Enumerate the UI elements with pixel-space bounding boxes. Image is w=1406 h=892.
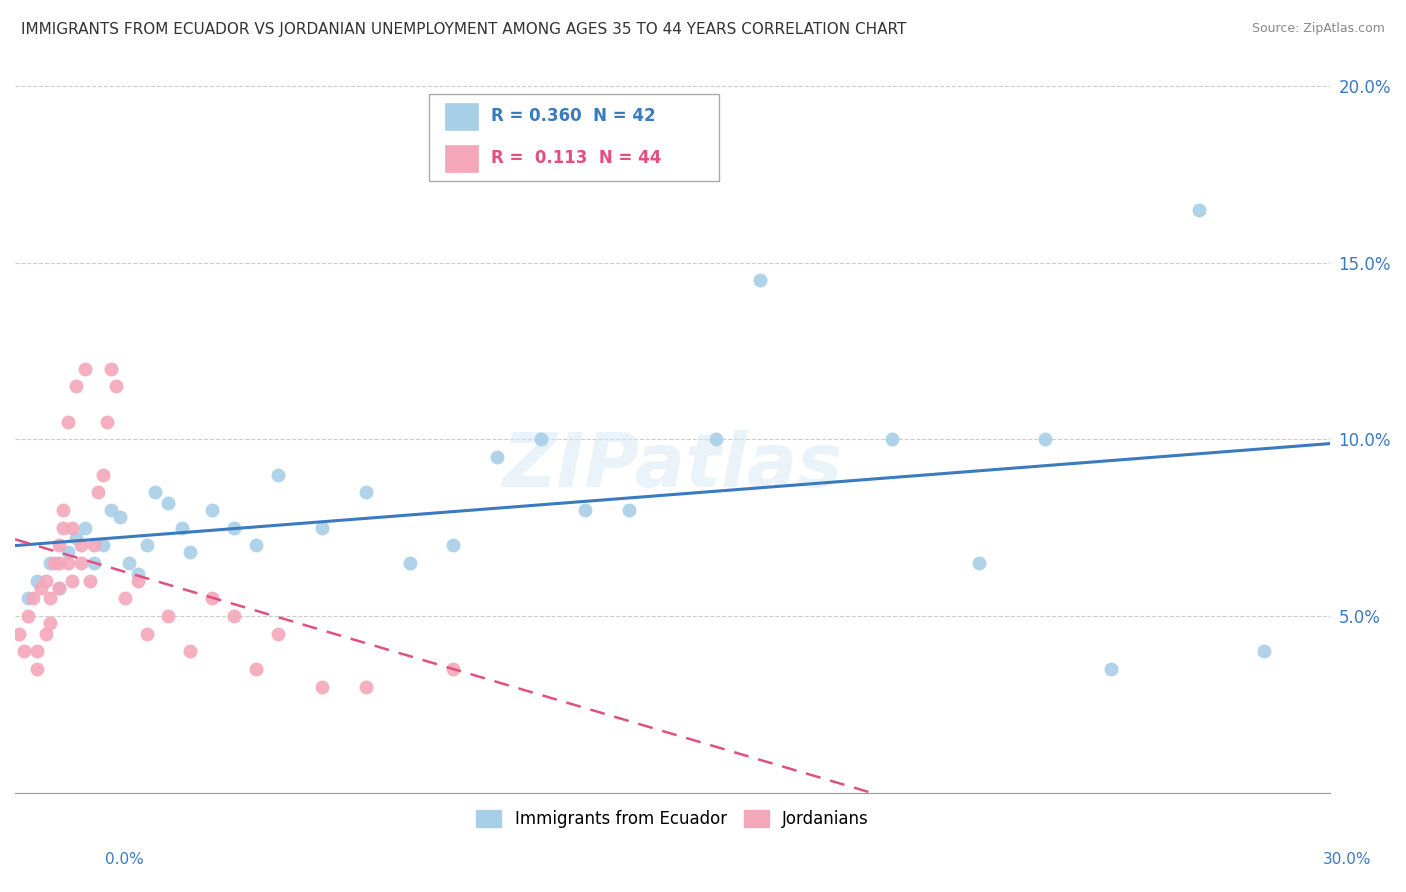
Point (135, 538, 157, 552)
Point (69, 538, 91, 552)
Point (39, 591, 62, 606)
Point (1033, 433, 1056, 447)
Point (79, 574, 101, 588)
Point (60, 521, 83, 535)
Point (83, 556, 105, 570)
Point (52, 503, 75, 517)
Point (170, 521, 193, 535)
Point (48, 581, 70, 595)
Point (44, 556, 66, 570)
Point (65, 532, 87, 546)
Point (91, 467, 114, 482)
Point (100, 361, 122, 376)
Point (114, 591, 136, 606)
Bar (446, 103, 478, 130)
Point (441, 662, 464, 676)
Point (25, 644, 48, 658)
Point (100, 503, 122, 517)
Point (267, 467, 290, 482)
Point (530, 433, 553, 447)
Point (398, 556, 420, 570)
Text: IMMIGRANTS FROM ECUADOR VS JORDANIAN UNEMPLOYMENT AMONG AGES 35 TO 44 YEARS CORR: IMMIGRANTS FROM ECUADOR VS JORDANIAN UNE… (21, 22, 907, 37)
Point (749, 273, 772, 287)
Point (39, 556, 62, 570)
Point (75, 361, 97, 376)
Bar (429, 94, 718, 181)
Point (267, 626, 290, 640)
Point (39, 616, 62, 631)
Point (30, 581, 52, 595)
Point (157, 496, 180, 510)
Text: Source: ZipAtlas.com: Source: ZipAtlas.com (1251, 22, 1385, 36)
Point (441, 538, 464, 552)
Point (48, 556, 70, 570)
Text: R = 0.360  N = 42: R = 0.360 N = 42 (491, 107, 655, 125)
Text: ZIPatlas: ZIPatlas (502, 430, 842, 503)
Point (224, 521, 246, 535)
Point (56, 545, 79, 559)
Point (224, 609, 246, 624)
Point (8, 626, 31, 640)
Text: 0.0%: 0.0% (105, 852, 145, 867)
Legend: Immigrants from Ecuador, Jordanians: Immigrants from Ecuador, Jordanians (470, 804, 876, 835)
Point (75, 521, 97, 535)
Point (25, 662, 48, 676)
Bar (446, 145, 478, 172)
Point (118, 556, 141, 570)
Point (135, 626, 157, 640)
Point (17, 609, 39, 624)
Point (65, 379, 87, 393)
Text: R =  0.113  N = 44: R = 0.113 N = 44 (491, 149, 661, 168)
Point (1253, 644, 1275, 658)
Point (127, 574, 149, 588)
Point (179, 644, 201, 658)
Point (25, 574, 48, 588)
Point (486, 450, 509, 464)
Point (574, 503, 596, 517)
Point (1099, 662, 1122, 676)
Point (13, 644, 35, 658)
Point (110, 510, 132, 524)
Point (245, 538, 267, 552)
Point (617, 503, 640, 517)
Point (60, 574, 83, 588)
Point (311, 521, 333, 535)
Point (56, 415, 79, 429)
Point (354, 485, 377, 500)
Point (311, 680, 333, 694)
Point (52, 521, 75, 535)
Point (69, 556, 91, 570)
Point (96, 415, 118, 429)
Point (143, 485, 166, 500)
Point (17, 591, 39, 606)
Point (48, 538, 70, 552)
Point (56, 556, 79, 570)
Point (21, 591, 44, 606)
Point (354, 680, 377, 694)
Point (34, 574, 56, 588)
Point (1188, 202, 1211, 217)
Point (127, 566, 149, 581)
Point (880, 433, 903, 447)
Point (201, 591, 224, 606)
Point (87, 485, 110, 500)
Text: 30.0%: 30.0% (1323, 852, 1371, 867)
Point (83, 538, 105, 552)
Point (179, 545, 201, 559)
Point (157, 609, 180, 624)
Point (91, 538, 114, 552)
Point (706, 433, 728, 447)
Point (201, 503, 224, 517)
Point (48, 581, 70, 595)
Point (34, 626, 56, 640)
Point (245, 662, 267, 676)
Point (104, 379, 127, 393)
Point (969, 556, 991, 570)
